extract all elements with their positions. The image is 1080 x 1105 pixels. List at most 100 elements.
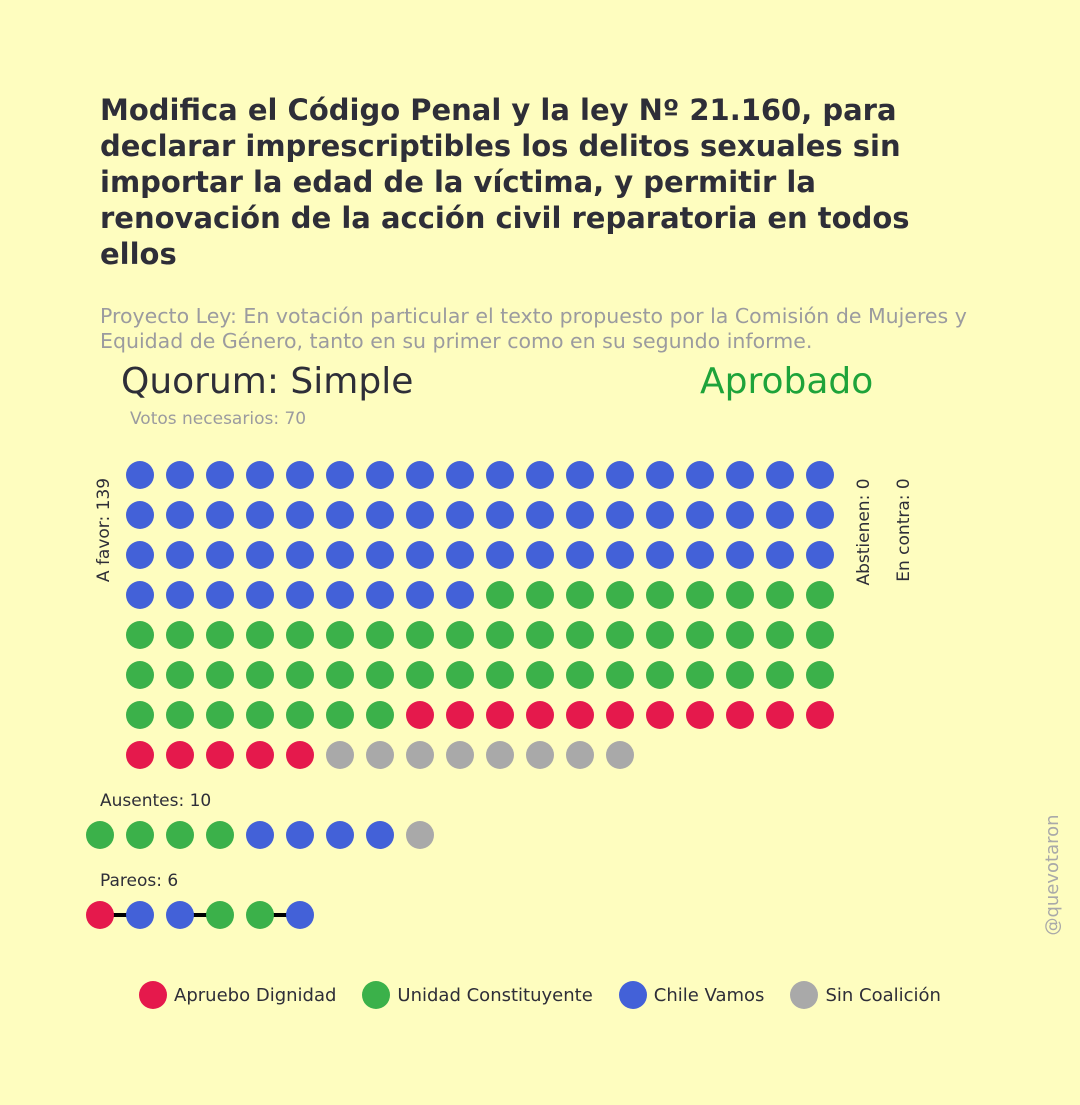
legend-item: Chile Vamos [618, 981, 765, 1009]
legend-item: Apruebo Dignidad [139, 981, 336, 1009]
legend-label: Apruebo Dignidad [174, 984, 337, 1006]
vote-dot-a-favor [686, 501, 714, 529]
vote-dot-a-favor [726, 501, 754, 529]
vote-dot-a-favor [486, 581, 514, 609]
vote-dot-a-favor [566, 661, 594, 689]
a-favor-label: A favor: 139 [94, 477, 114, 583]
vote-dot-a-favor [486, 701, 514, 729]
vote-dot-a-favor [766, 461, 794, 489]
abstienen-label: Abstienen: 0 [854, 478, 874, 586]
vote-dot-a-favor [806, 661, 834, 689]
vote-dot-a-favor [726, 701, 754, 729]
vote-dot-ausente [326, 821, 354, 849]
vote-dot-a-favor [166, 501, 194, 529]
vote-dot-a-favor [446, 581, 474, 609]
vote-dot-a-favor [726, 661, 754, 689]
vote-dot-a-favor [686, 701, 714, 729]
vote-dot-a-favor [646, 461, 674, 489]
pareos-label: Pareos: 6 [100, 871, 179, 891]
vote-dot-ausente [286, 821, 314, 849]
vote-dot-a-favor [246, 501, 274, 529]
vote-dot-a-favor [486, 621, 514, 649]
vote-dot-a-favor [406, 661, 434, 689]
ausentes-label: Ausentes: 10 [100, 791, 212, 811]
vote-dot-a-favor [486, 661, 514, 689]
vote-dot-a-favor [366, 541, 394, 569]
vote-dot-a-favor [166, 741, 194, 769]
vote-dot-a-favor [446, 661, 474, 689]
vote-dot-a-favor [686, 581, 714, 609]
vote-dot-a-favor [606, 661, 634, 689]
vote-dot-a-favor [806, 461, 834, 489]
result-label: Aprobado [700, 361, 874, 402]
vote-dot-a-favor [686, 621, 714, 649]
vote-dot-a-favor [646, 621, 674, 649]
vote-dot-a-favor [446, 541, 474, 569]
vote-dot-a-favor [126, 701, 154, 729]
vote-dot-a-favor [446, 501, 474, 529]
vote-dot-a-favor [766, 701, 794, 729]
vote-dot-ausente [206, 821, 234, 849]
vote-dot-a-favor [326, 621, 354, 649]
vote-dot-a-favor [486, 541, 514, 569]
vote-dot-ausente [246, 821, 274, 849]
vote-dot-a-favor [206, 621, 234, 649]
vote-dot-a-favor [286, 461, 314, 489]
vote-dot-a-favor [646, 501, 674, 529]
vote-dot-a-favor [806, 541, 834, 569]
vote-dot-a-favor [206, 701, 234, 729]
vote-dot-ausente [126, 821, 154, 849]
vote-dot-a-favor [566, 501, 594, 529]
vote-dot-a-favor [806, 581, 834, 609]
vote-dot-a-favor [566, 461, 594, 489]
vote-dot-a-favor [366, 701, 394, 729]
legend-swatch [139, 981, 168, 1009]
vote-dot-a-favor [206, 461, 234, 489]
vote-dot-a-favor [486, 501, 514, 529]
vote-dot-a-favor [566, 701, 594, 729]
vote-dot-a-favor [526, 701, 554, 729]
vote-dot-a-favor [566, 541, 594, 569]
vote-dot-a-favor [606, 621, 634, 649]
vote-dot-a-favor [606, 541, 634, 569]
vote-dot-a-favor [166, 541, 194, 569]
vote-dot-a-favor [206, 661, 234, 689]
quorum-label: Quorum: Simple [121, 361, 414, 402]
vote-dot-a-favor [326, 461, 354, 489]
vote-dot-a-favor [526, 661, 554, 689]
vote-dot-a-favor [766, 581, 794, 609]
vote-dot-a-favor [286, 621, 314, 649]
vote-dot-a-favor [246, 581, 274, 609]
vote-dot-a-favor [566, 621, 594, 649]
vote-dot-a-favor [406, 461, 434, 489]
vote-dot-a-favor [406, 541, 434, 569]
vote-dot-a-favor [326, 701, 354, 729]
vote-dot-a-favor [326, 661, 354, 689]
legend-swatch [618, 981, 647, 1009]
vote-dot-a-favor [446, 461, 474, 489]
vote-dot-a-favor [526, 581, 554, 609]
vote-dot-a-favor [126, 661, 154, 689]
vote-dot-a-favor [806, 701, 834, 729]
vote-dot-a-favor [126, 541, 154, 569]
vote-dot-a-favor [766, 541, 794, 569]
legend: Apruebo Dignidad Unidad Constituyente Chil… [0, 978, 1080, 1012]
vote-dot-a-favor [366, 661, 394, 689]
vote-dot-a-favor [286, 581, 314, 609]
vote-dot-a-favor [206, 741, 234, 769]
vote-dot-a-favor [726, 541, 754, 569]
vote-dot-a-favor [126, 461, 154, 489]
legend-item: Sin Coalición [790, 981, 941, 1009]
vote-dot-a-favor [686, 661, 714, 689]
legend-label: Chile Vamos [653, 984, 765, 1006]
vote-dot-a-favor [286, 741, 314, 769]
vote-dot-a-favor [326, 741, 354, 769]
vote-dot-a-favor [126, 621, 154, 649]
vote-dot-ausente [86, 821, 114, 849]
watermark: @quevotaron [1042, 814, 1063, 936]
vote-dot-a-favor [606, 581, 634, 609]
vote-dot-pareo [286, 901, 314, 929]
vote-dot-a-favor [526, 741, 554, 769]
vote-dot-a-favor [326, 581, 354, 609]
legend-swatch [362, 981, 391, 1009]
